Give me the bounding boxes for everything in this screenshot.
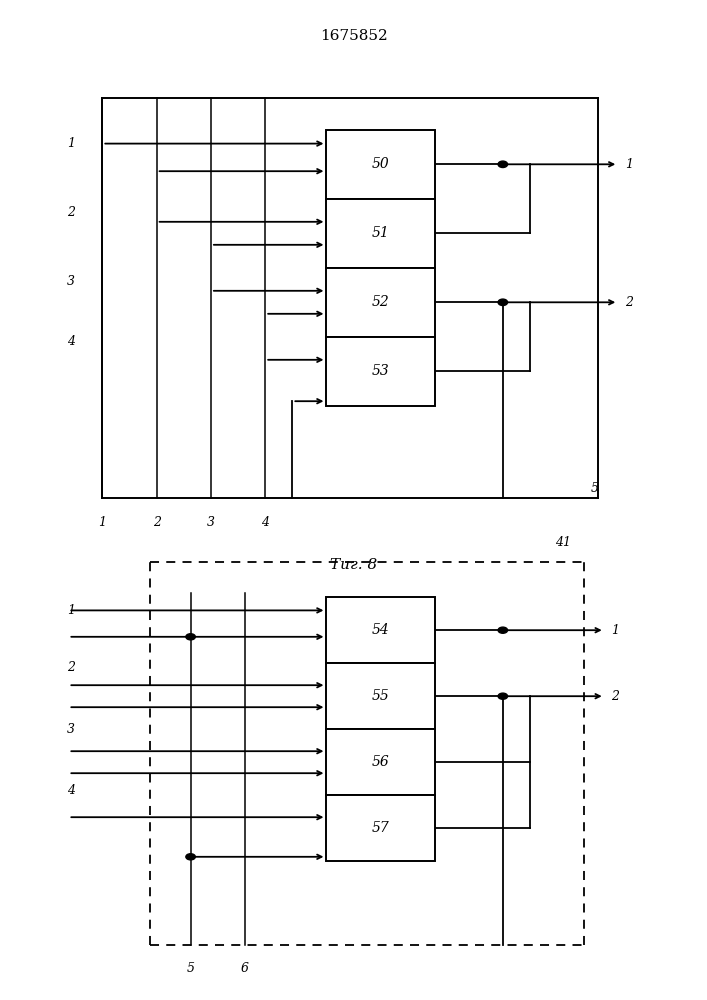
Text: 6: 6: [241, 962, 249, 975]
Circle shape: [498, 627, 508, 633]
Bar: [327, 268, 435, 337]
Text: 41: 41: [555, 536, 571, 549]
Circle shape: [498, 693, 508, 699]
Text: 54: 54: [372, 623, 390, 637]
Bar: [327, 130, 435, 199]
Text: 57: 57: [372, 821, 390, 835]
Text: 5: 5: [591, 482, 599, 495]
Circle shape: [186, 854, 195, 860]
Text: 1: 1: [67, 137, 75, 150]
Text: 2: 2: [612, 690, 619, 703]
Text: 2: 2: [625, 296, 633, 309]
Text: 4: 4: [67, 335, 75, 348]
Text: 3: 3: [207, 516, 215, 529]
Text: 52: 52: [372, 295, 390, 309]
Text: 1675852: 1675852: [320, 29, 387, 43]
Text: 53: 53: [372, 364, 390, 378]
Text: 2: 2: [153, 516, 160, 529]
Bar: [327, 199, 435, 268]
Text: 1: 1: [98, 516, 106, 529]
Text: 1: 1: [67, 604, 75, 617]
Bar: [327, 597, 435, 663]
Bar: [327, 795, 435, 861]
Text: 50: 50: [372, 157, 390, 171]
Bar: [327, 663, 435, 729]
Text: 56: 56: [372, 755, 390, 769]
Bar: [327, 337, 435, 406]
Bar: [327, 729, 435, 795]
Text: 4: 4: [262, 516, 269, 529]
Circle shape: [498, 299, 508, 306]
Text: 1: 1: [625, 158, 633, 171]
Circle shape: [186, 634, 195, 640]
Text: 3: 3: [67, 275, 75, 288]
Text: 4: 4: [67, 784, 75, 797]
Text: 1: 1: [612, 624, 619, 637]
Text: 3: 3: [67, 723, 75, 736]
Text: 5: 5: [187, 962, 194, 975]
Circle shape: [498, 161, 508, 168]
Text: 55: 55: [372, 689, 390, 703]
Text: 51: 51: [372, 226, 390, 240]
Text: 2: 2: [67, 206, 75, 219]
Text: Τиг. 8: Τиг. 8: [330, 558, 377, 572]
Text: 2: 2: [67, 661, 75, 674]
